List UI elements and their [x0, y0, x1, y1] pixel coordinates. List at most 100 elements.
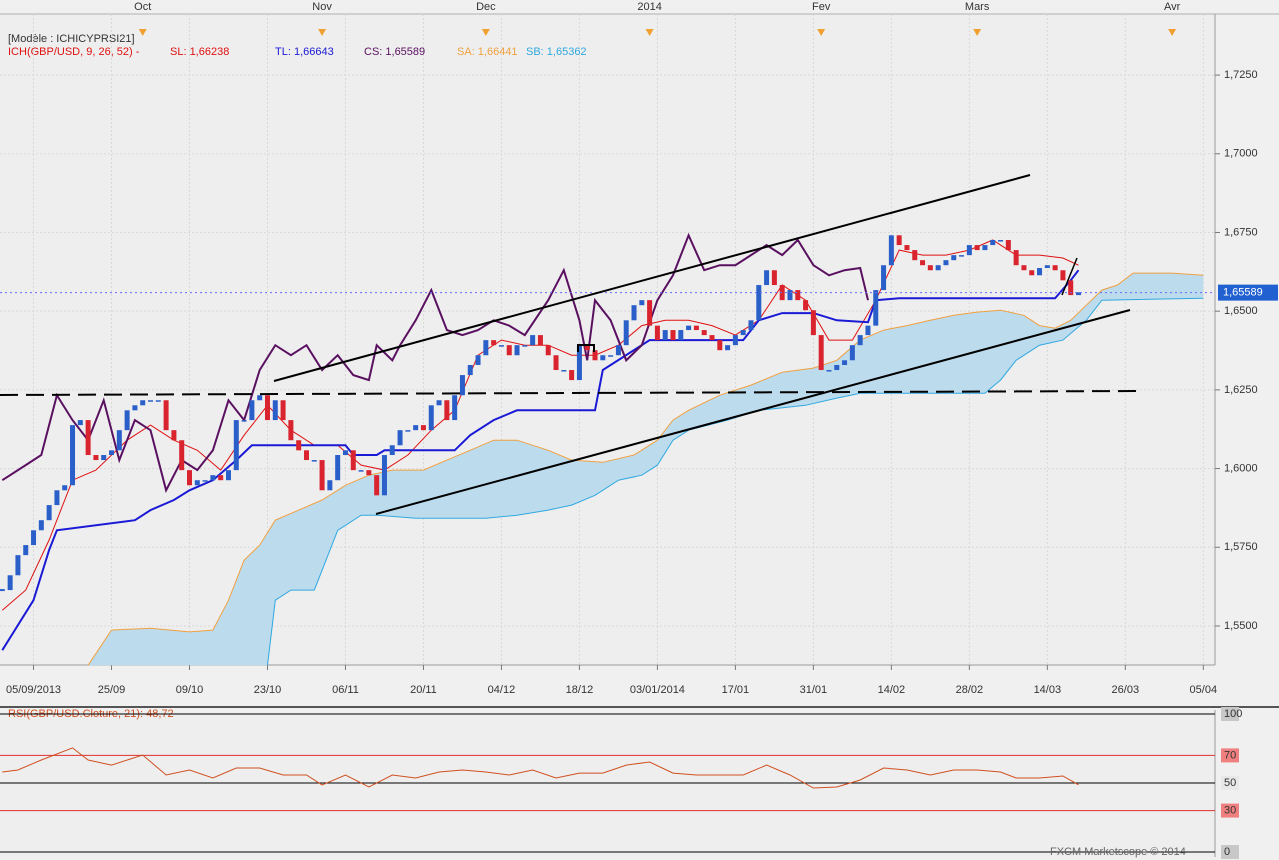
y-tick-label: 0 [1224, 846, 1230, 858]
candle [358, 470, 364, 472]
candle [491, 340, 497, 346]
candle [998, 240, 1004, 242]
trend-drawings [0, 174, 1141, 515]
candle [506, 345, 512, 356]
candle [592, 350, 598, 361]
candle [600, 355, 606, 361]
candle [327, 480, 333, 491]
candle [389, 445, 395, 456]
candle [62, 485, 68, 491]
level-label-box [1221, 707, 1239, 721]
x-tick-label: 31/01 [800, 684, 828, 696]
x-tick-label: 03/01/2014 [630, 684, 685, 696]
trend-line [273, 174, 1031, 382]
y-tick-label: 30 [1224, 805, 1236, 817]
candle [654, 325, 660, 341]
candle [483, 340, 489, 356]
candle [756, 285, 762, 321]
month-marker [1168, 29, 1177, 36]
candle [413, 425, 419, 431]
month-label: Mars [965, 1, 990, 13]
indicator-line [267, 297, 1204, 666]
trend-line [1061, 257, 1078, 296]
candle [912, 250, 918, 261]
indicator-line [1, 269, 1080, 651]
month-marker [645, 29, 654, 36]
candle [264, 395, 270, 421]
candle [966, 245, 972, 256]
candle [842, 360, 848, 365]
candle [15, 555, 21, 576]
candle [335, 455, 341, 481]
candle [218, 475, 224, 481]
candle [740, 330, 746, 336]
indicator-line [1, 232, 869, 494]
candle [584, 345, 590, 351]
y-tick-label: 1,6000 [1224, 462, 1258, 474]
candle [951, 255, 957, 261]
candle [701, 330, 707, 336]
candle [148, 400, 154, 402]
candle [1044, 265, 1050, 269]
candle [959, 255, 965, 257]
candle [771, 270, 777, 286]
level-label-box [1221, 845, 1239, 859]
y-tick-label: 100 [1224, 708, 1242, 720]
candle [982, 245, 988, 251]
candle [1013, 250, 1019, 266]
candle [93, 455, 99, 461]
x-tick-label: 05/09/2013 [6, 684, 61, 696]
month-marker [817, 29, 826, 36]
candle [810, 310, 816, 336]
candle [709, 335, 715, 341]
candle [670, 330, 676, 341]
candle [615, 345, 621, 356]
rsi-plot-area [0, 712, 1215, 857]
candle [888, 235, 894, 266]
candle [459, 375, 465, 396]
candle [350, 450, 356, 471]
candle [116, 430, 122, 451]
candle [311, 460, 317, 462]
candle [873, 290, 879, 326]
candle [366, 470, 372, 476]
candle [249, 400, 255, 421]
candle [171, 430, 177, 441]
candle [974, 245, 980, 251]
candle [280, 400, 286, 421]
candle [420, 425, 426, 431]
bracket-mark [577, 344, 595, 352]
y-tick-label: 1,6500 [1224, 305, 1258, 317]
candle [608, 355, 614, 357]
candle [179, 440, 185, 471]
candle [623, 320, 629, 346]
x-tick-label: 17/01 [722, 684, 750, 696]
candle [927, 265, 933, 271]
candle [990, 240, 996, 246]
candle [576, 345, 582, 381]
candle [943, 260, 949, 266]
candle [834, 364, 840, 371]
candle [194, 480, 200, 486]
candle [631, 305, 637, 321]
candle [467, 364, 473, 376]
candle [779, 285, 785, 301]
candle [187, 470, 193, 486]
candle [818, 335, 824, 371]
x-tick-label: 23/10 [254, 684, 282, 696]
candle [1029, 270, 1035, 276]
candle [444, 400, 450, 421]
candle [31, 530, 37, 546]
candle [428, 405, 434, 431]
level-label-box [1221, 803, 1239, 818]
candle [475, 355, 481, 365]
x-tick-label: 06/11 [332, 684, 359, 696]
candle [109, 450, 115, 456]
candle [826, 370, 832, 372]
candle [569, 370, 575, 381]
candle [561, 370, 567, 372]
candle [70, 425, 76, 486]
last-price-label: 1,65589 [1223, 287, 1263, 299]
candle [935, 265, 941, 271]
